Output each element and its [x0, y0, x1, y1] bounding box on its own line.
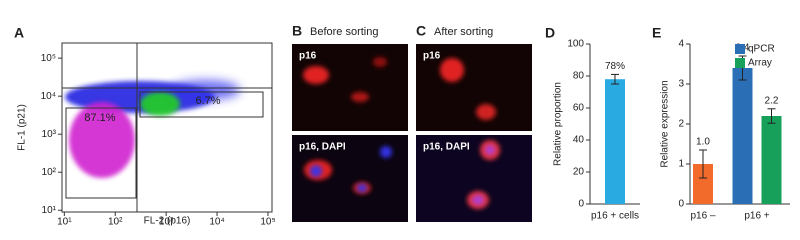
figure: A 10¹ 10² 10³ 10⁴ 10⁵ 10¹ 10² 10³ 10⁴ 10⁵ FL-2 (p16…	[14, 23, 790, 227]
cloud-magenta	[69, 102, 135, 178]
y-tick-label: 1	[678, 159, 684, 170]
gate-label: 87.1%	[84, 112, 115, 124]
cell	[476, 104, 496, 120]
error-bar	[611, 73, 619, 85]
flow-cloud	[61, 42, 273, 213]
y-tick-label: 10⁴	[41, 91, 56, 102]
nucleus	[357, 184, 367, 192]
panel-title: Before sorting	[310, 26, 378, 38]
nucleus	[472, 195, 484, 205]
image-label: p16	[423, 51, 441, 62]
error-bar	[767, 108, 776, 124]
x-axis-label: FL-2 (p16)	[144, 216, 191, 227]
legend-swatch	[735, 44, 745, 54]
panel-letter: A	[14, 25, 24, 41]
micrograph	[292, 44, 408, 222]
image-panel	[292, 44, 408, 131]
gate	[65, 107, 137, 199]
micrograph	[416, 44, 532, 222]
x-tick-label: 10⁵	[260, 217, 275, 227]
cloud-green	[140, 92, 180, 116]
panel-letter: C	[416, 23, 426, 39]
legend-label: qPCR	[748, 44, 775, 55]
x-tick-label: p16 +	[744, 211, 769, 222]
legend-swatch	[735, 58, 745, 68]
cloud-blue	[170, 80, 240, 100]
y-tick-label: 10⁵	[41, 53, 56, 64]
y-tick-label: 60	[573, 103, 585, 114]
y-tick-label: 40	[573, 135, 585, 146]
value-label: 78%	[605, 61, 625, 72]
y-axis-label: Relative expression	[660, 80, 671, 167]
image-label: p16, DAPI	[423, 142, 470, 153]
value-label: 1.0	[696, 137, 710, 148]
bar	[732, 68, 753, 204]
x-tick-label: p16 + cells	[591, 211, 639, 222]
image-label: p16	[299, 51, 317, 62]
x-tick-label: 10⁴	[209, 217, 224, 227]
bar	[761, 116, 782, 204]
y-tick-label: 0	[678, 199, 684, 210]
y-tick-label: 2	[678, 119, 684, 130]
y-tick-label: 100	[567, 39, 584, 50]
bar	[605, 79, 625, 204]
y-tick-label: 10³	[42, 129, 57, 140]
x-tick-label: 10¹	[57, 217, 72, 227]
panel-title: After sorting	[434, 26, 493, 38]
y-tick-label: 10²	[42, 167, 57, 178]
cell	[303, 66, 329, 84]
x-tick-label: p16 –	[690, 211, 715, 222]
y-axis-label: Relative proportion	[553, 82, 564, 166]
error-bar	[699, 149, 707, 179]
x-tick-label: 10²	[108, 217, 123, 227]
y-tick-label: 0	[578, 199, 584, 210]
y-tick-label: 4	[678, 39, 684, 50]
bar	[693, 164, 713, 204]
nucleus	[310, 165, 322, 177]
image-panel	[416, 44, 532, 131]
x-tick-label: 10³	[159, 217, 174, 227]
y-tick-label: 80	[573, 71, 585, 82]
gate-label: 6.7%	[195, 95, 220, 107]
panel-letter: D	[545, 25, 555, 41]
panel-letter: B	[292, 23, 302, 39]
cell	[351, 92, 369, 102]
gate	[139, 91, 264, 118]
nucleus	[380, 146, 392, 158]
panel-letter: E	[652, 25, 661, 41]
cell	[373, 57, 387, 67]
legend-label: Array	[748, 58, 772, 69]
y-tick-label: 20	[573, 167, 585, 178]
y-tick-label: 3	[678, 79, 684, 90]
cell	[440, 58, 464, 82]
image-label: p16, DAPI	[299, 142, 346, 153]
nucleus	[485, 145, 495, 155]
value-label: 2.2	[765, 95, 779, 106]
y-tick-label: 10¹	[42, 205, 57, 216]
y-axis-label: FL-1 (p21)	[17, 104, 28, 151]
